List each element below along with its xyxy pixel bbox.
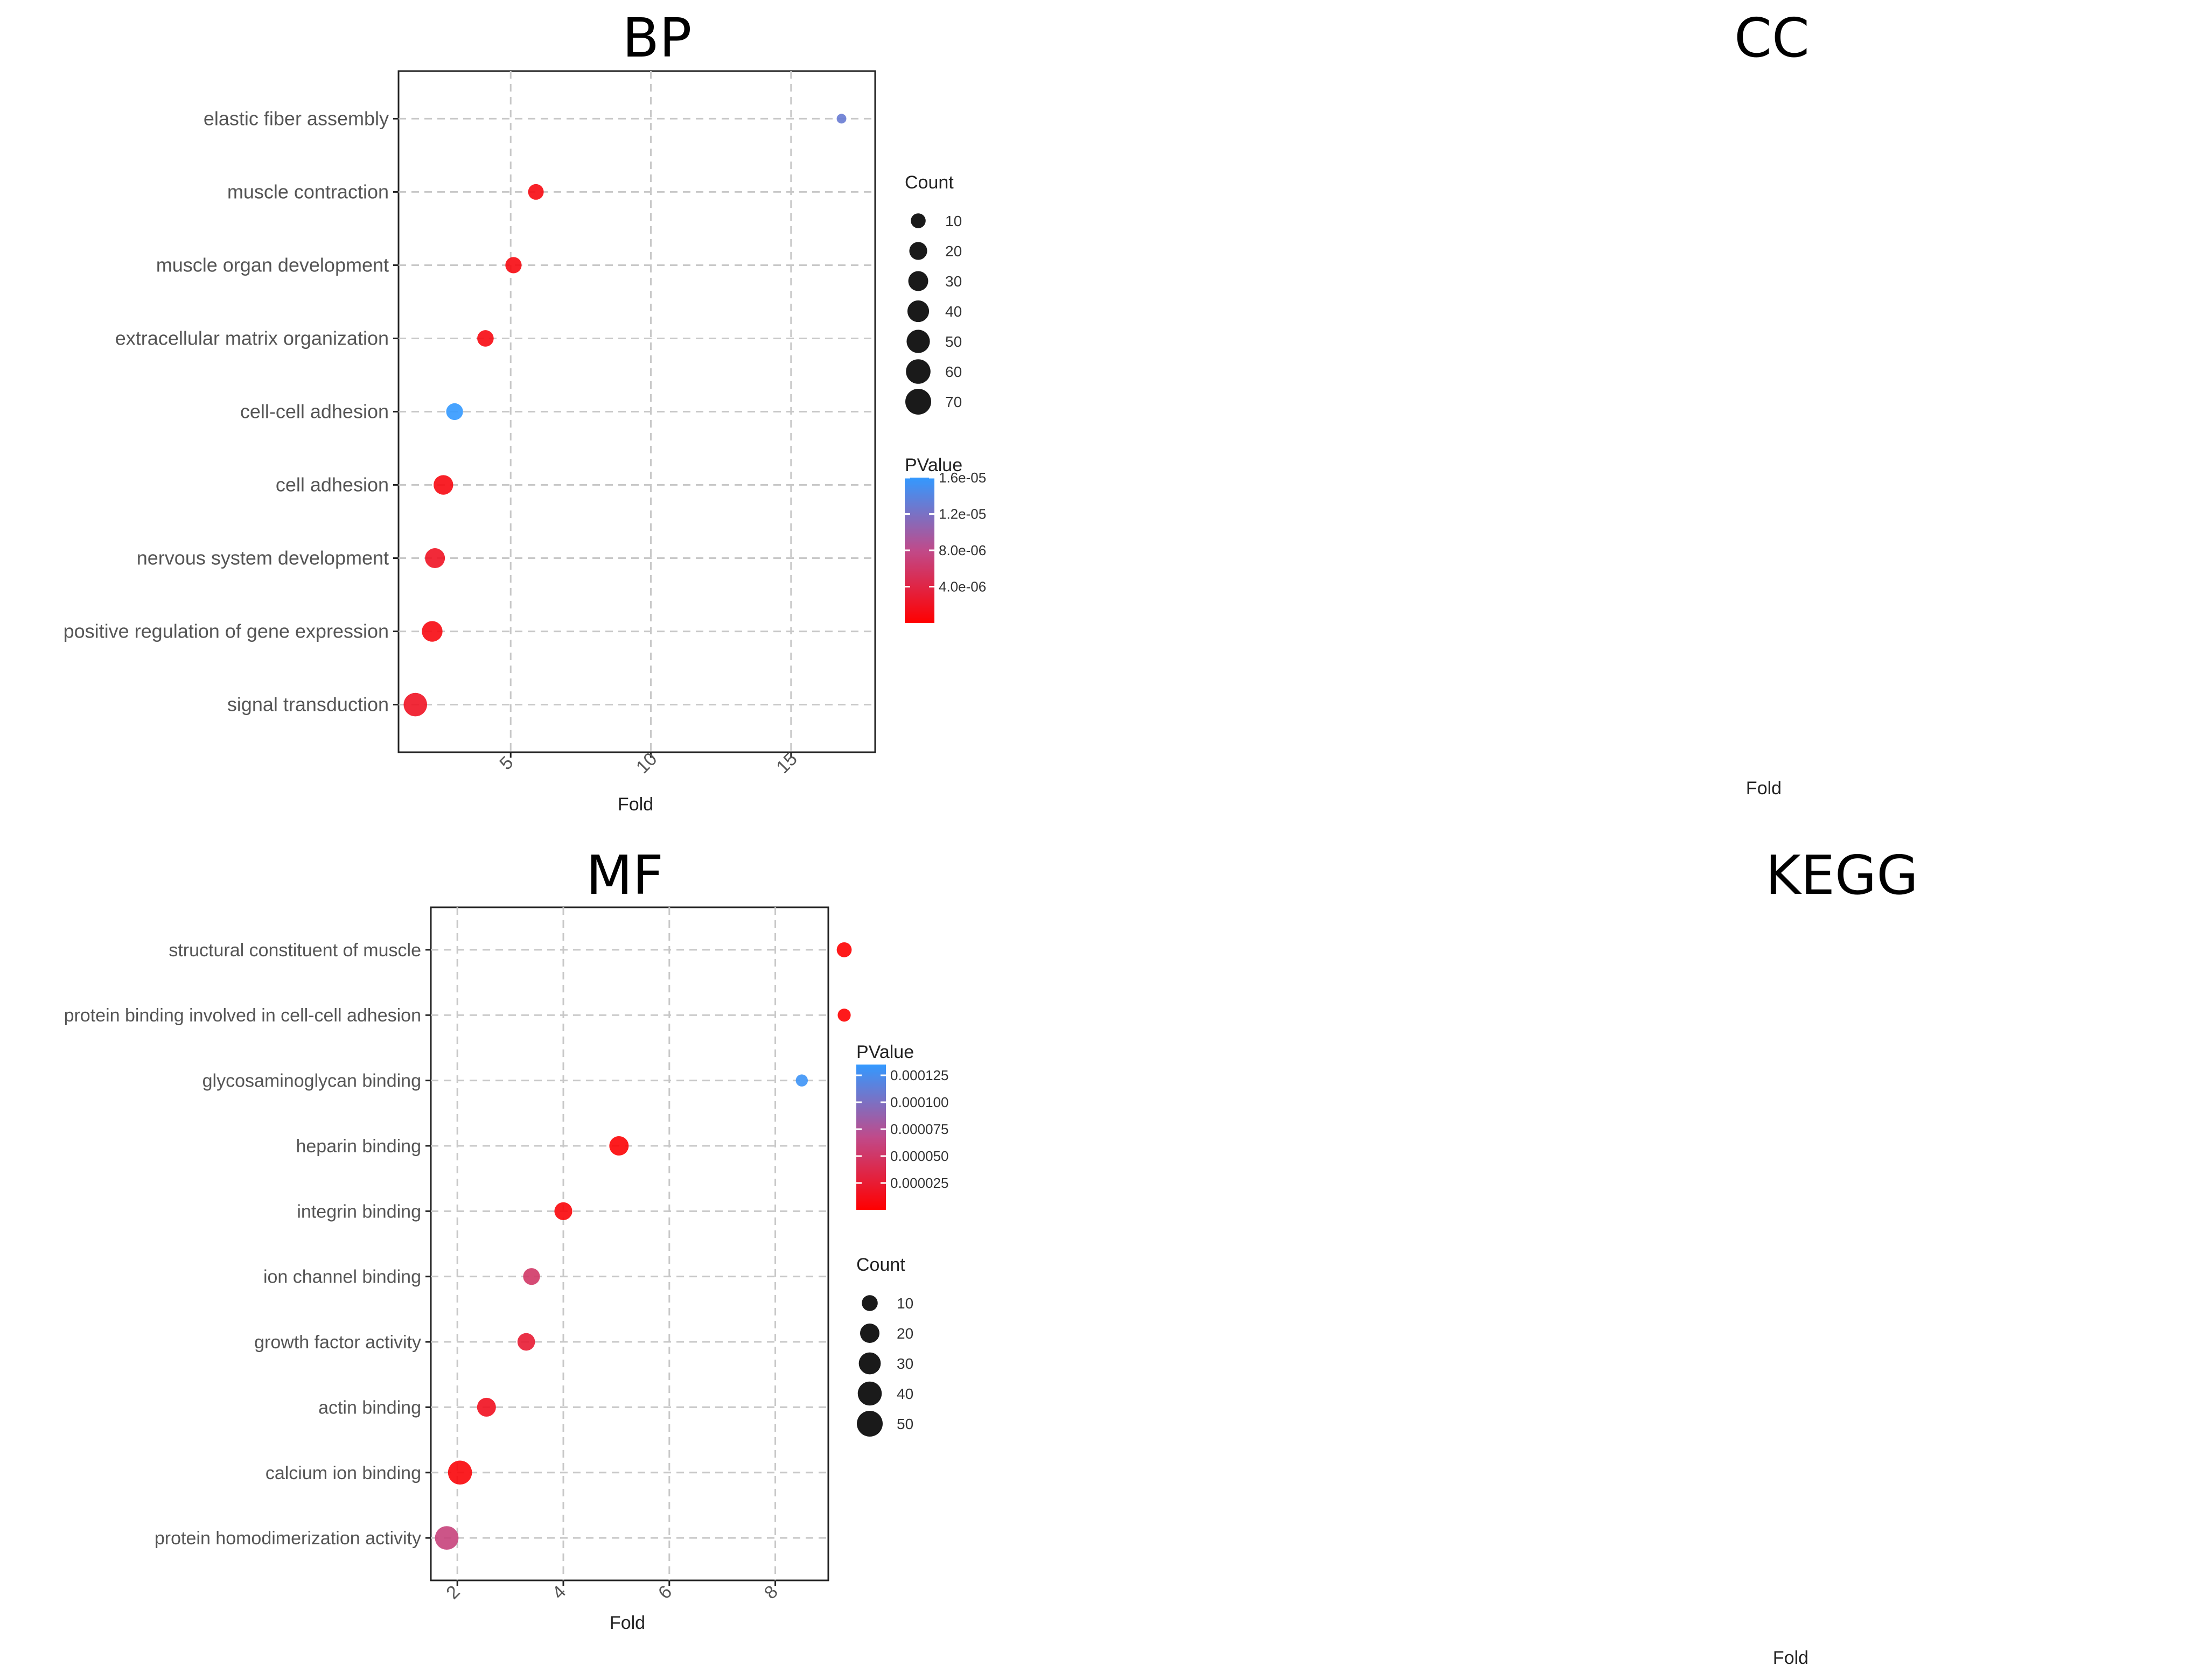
panel-title: CC xyxy=(1734,6,1810,69)
panel-title: KEGG xyxy=(1765,844,1918,907)
category-label: muscle contraction xyxy=(227,180,389,202)
data-point xyxy=(795,1074,808,1087)
legend-count-dot xyxy=(862,1295,878,1311)
data-point xyxy=(836,942,852,957)
x-tick-label: 4 xyxy=(548,1581,570,1603)
category-label: extracellular matrix organization xyxy=(115,327,389,349)
legend-label: 60 xyxy=(945,363,962,380)
x-axis-title: Fold xyxy=(1746,778,1782,799)
legend-label: 0.000125 xyxy=(890,1067,948,1083)
data-point xyxy=(425,548,445,569)
legend-count-dot xyxy=(907,300,930,323)
data-point xyxy=(403,692,428,717)
category-label: calcium ion binding xyxy=(266,1463,421,1483)
data-point xyxy=(422,621,443,642)
legend-count-dot xyxy=(909,242,927,260)
category-label: cell-cell adhesion xyxy=(240,401,389,423)
legend-count-dot xyxy=(906,359,931,384)
legend-count-dot xyxy=(905,389,931,415)
legend-label: 1.2e-05 xyxy=(939,506,986,522)
legend-count-dot xyxy=(858,1352,881,1375)
panel-cc: CC 2 4 6 8 structural constituent of muscle p… xyxy=(64,6,1810,1603)
legend-label: 8.0e-06 xyxy=(939,542,986,558)
legend-label: 1.6e-05 xyxy=(939,470,986,486)
pvalue-legend: PValue 0.000125 0.000100 0.000075 0.000050 0.… xyxy=(856,1042,948,1210)
legend-label: 0.000075 xyxy=(890,1121,948,1137)
legend-label: 50 xyxy=(897,1416,913,1432)
category-label: ion channel binding xyxy=(263,1267,421,1287)
x-axis-title: Fold xyxy=(618,794,653,815)
category-label: nervous system development xyxy=(137,547,389,569)
plot-frame xyxy=(430,906,829,1581)
panel-mf: MF Fold xyxy=(586,844,664,1633)
data-point xyxy=(435,1526,459,1550)
legend-label: 30 xyxy=(945,273,962,290)
panel-kegg: KEGG Fold xyxy=(1765,844,1918,1668)
count-legend: Count 10 20 30 40 50 xyxy=(856,1255,913,1437)
legend-title: Count xyxy=(856,1255,905,1275)
x-tick-label: 8 xyxy=(760,1581,782,1603)
category-label: growth factor activity xyxy=(254,1332,421,1353)
legend-label: 20 xyxy=(897,1325,913,1342)
x-tick-label: 5 xyxy=(495,752,517,774)
data-point xyxy=(448,1460,472,1485)
x-tick-label: 6 xyxy=(654,1581,676,1603)
panel-title: BP xyxy=(623,6,692,69)
data-point xyxy=(609,1136,629,1156)
legend-title: PValue xyxy=(905,455,962,475)
category-label: integrin binding xyxy=(297,1201,421,1222)
data-point xyxy=(517,1333,535,1351)
legend-count-dot xyxy=(906,330,930,353)
legend-label: 70 xyxy=(945,394,962,410)
legend-label: 30 xyxy=(897,1355,913,1372)
panel-title: MF xyxy=(586,844,664,907)
category-label: protein binding involved in cell-cell ad… xyxy=(64,1005,421,1026)
legend-label: 10 xyxy=(945,213,962,229)
count-legend: Count 10 20 30 40 50 60 70 xyxy=(905,172,962,415)
category-label: cell adhesion xyxy=(276,474,389,496)
data-point xyxy=(836,114,847,124)
legend-label: 20 xyxy=(945,243,962,260)
legend-label: 50 xyxy=(945,333,962,350)
data-point xyxy=(837,1009,851,1022)
pvalue-colorbar xyxy=(856,1065,886,1210)
legend-label: 0.000100 xyxy=(890,1094,948,1110)
category-label: heparin binding xyxy=(296,1136,421,1157)
category-label: muscle organ development xyxy=(156,254,389,276)
x-axis-title: Fold xyxy=(1773,1648,1808,1668)
legend-title: Count xyxy=(905,172,954,193)
category-label: protein homodimerization activity xyxy=(155,1528,421,1549)
category-label: structural constituent of muscle xyxy=(169,940,421,961)
category-label: positive regulation of gene expression xyxy=(64,620,389,642)
legend-label: 40 xyxy=(897,1385,913,1402)
category-label: signal transduction xyxy=(227,694,389,716)
category-label: elastic fiber assembly xyxy=(204,107,389,129)
legend-title: PValue xyxy=(856,1042,914,1062)
data-point xyxy=(477,1397,496,1417)
data-point xyxy=(477,330,494,347)
data-point xyxy=(505,257,522,274)
legend-label: 10 xyxy=(897,1295,913,1312)
legend-count-dot xyxy=(860,1324,879,1343)
data-point xyxy=(446,403,463,421)
legend-label: 0.000050 xyxy=(890,1148,948,1164)
legend-count-dot xyxy=(857,1411,883,1437)
legend-count-dot xyxy=(908,271,928,291)
data-point xyxy=(434,475,453,495)
data-point xyxy=(528,184,544,200)
category-label: glycosaminoglycan binding xyxy=(202,1071,421,1091)
legend-count-dot xyxy=(857,1381,882,1406)
data-point xyxy=(523,1268,540,1285)
data-point xyxy=(554,1202,572,1220)
legend-label: 40 xyxy=(945,303,962,320)
legend-label: 4.0e-06 xyxy=(939,579,986,595)
x-axis-title: Fold xyxy=(610,1613,645,1633)
category-label: actin binding xyxy=(318,1397,421,1418)
x-tick-label: 2 xyxy=(442,1581,464,1603)
legend-label: 0.000025 xyxy=(890,1175,948,1191)
legend-count-dot xyxy=(911,213,926,228)
